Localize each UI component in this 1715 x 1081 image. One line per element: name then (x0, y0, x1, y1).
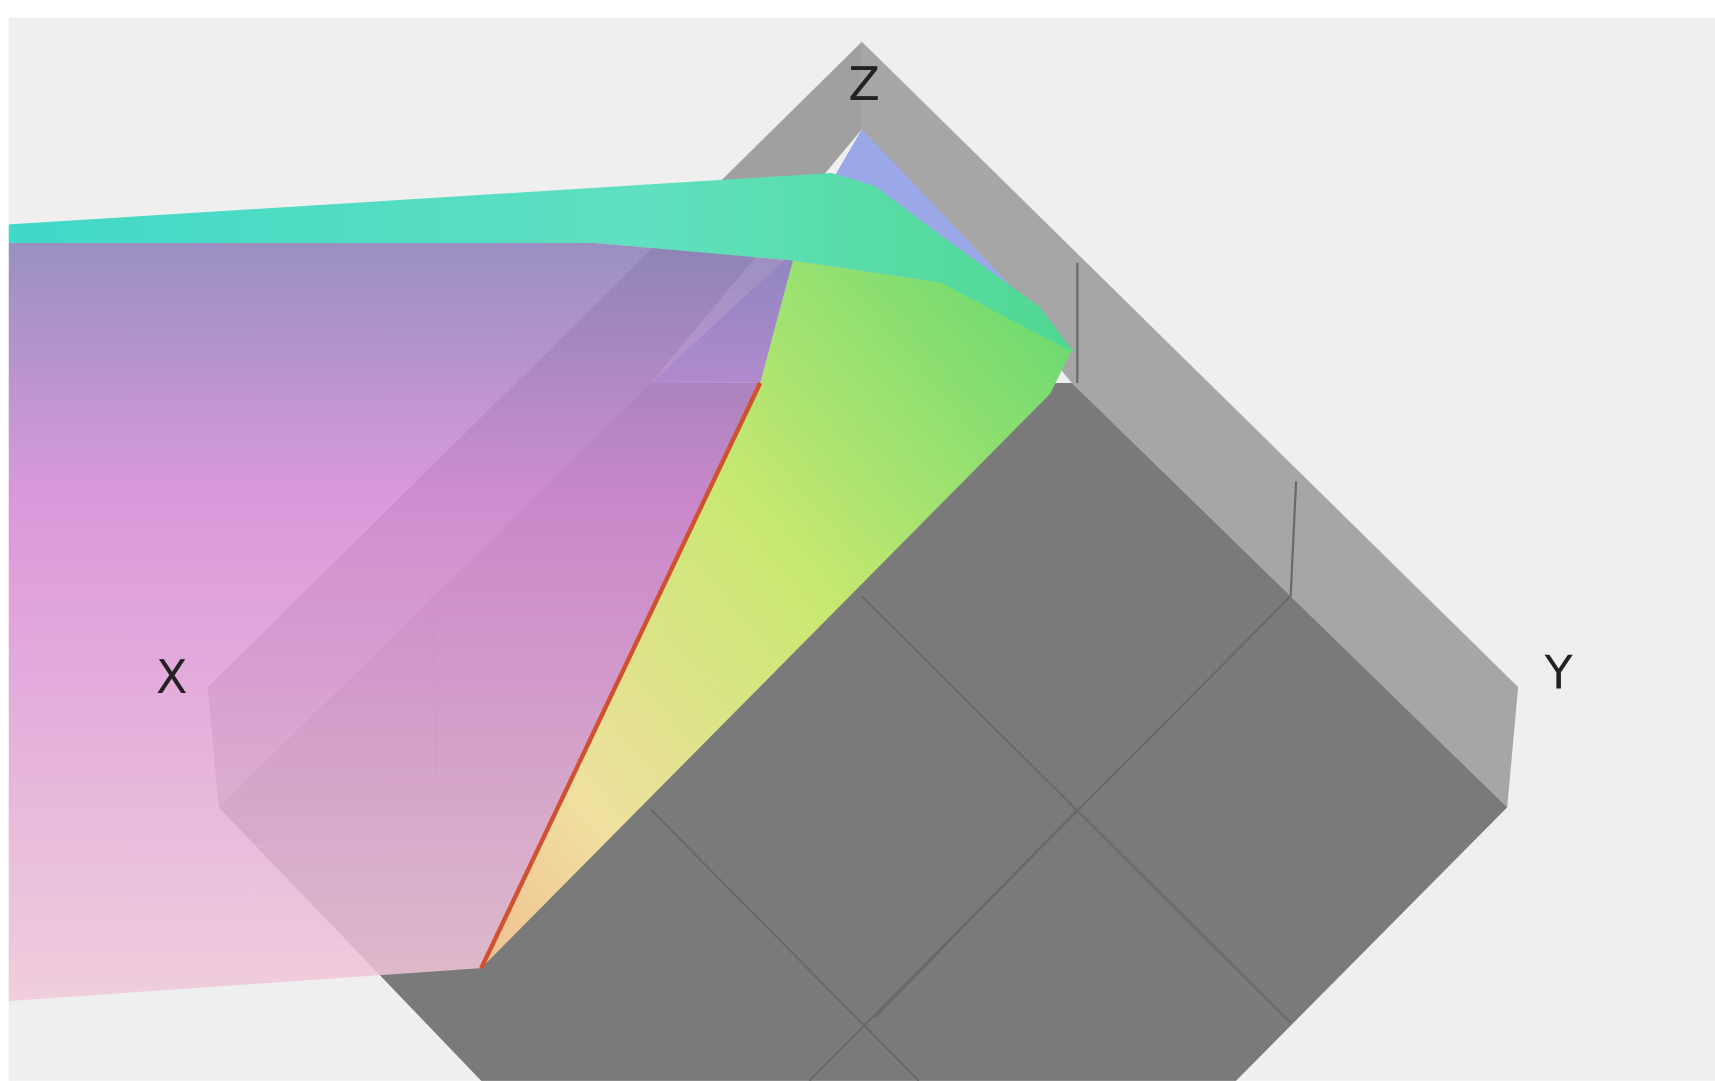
teal-ribbon (8, 173, 1075, 353)
z-axis-label: Z (848, 57, 879, 111)
y-axis-label: Y (1544, 646, 1574, 700)
x-axis-label: X (156, 650, 187, 704)
surface-edge (479, 382, 763, 970)
back-wall-right (861, 41, 1519, 808)
pink-surface (8, 243, 793, 1001)
yellow-green-surface (481, 260, 1072, 969)
